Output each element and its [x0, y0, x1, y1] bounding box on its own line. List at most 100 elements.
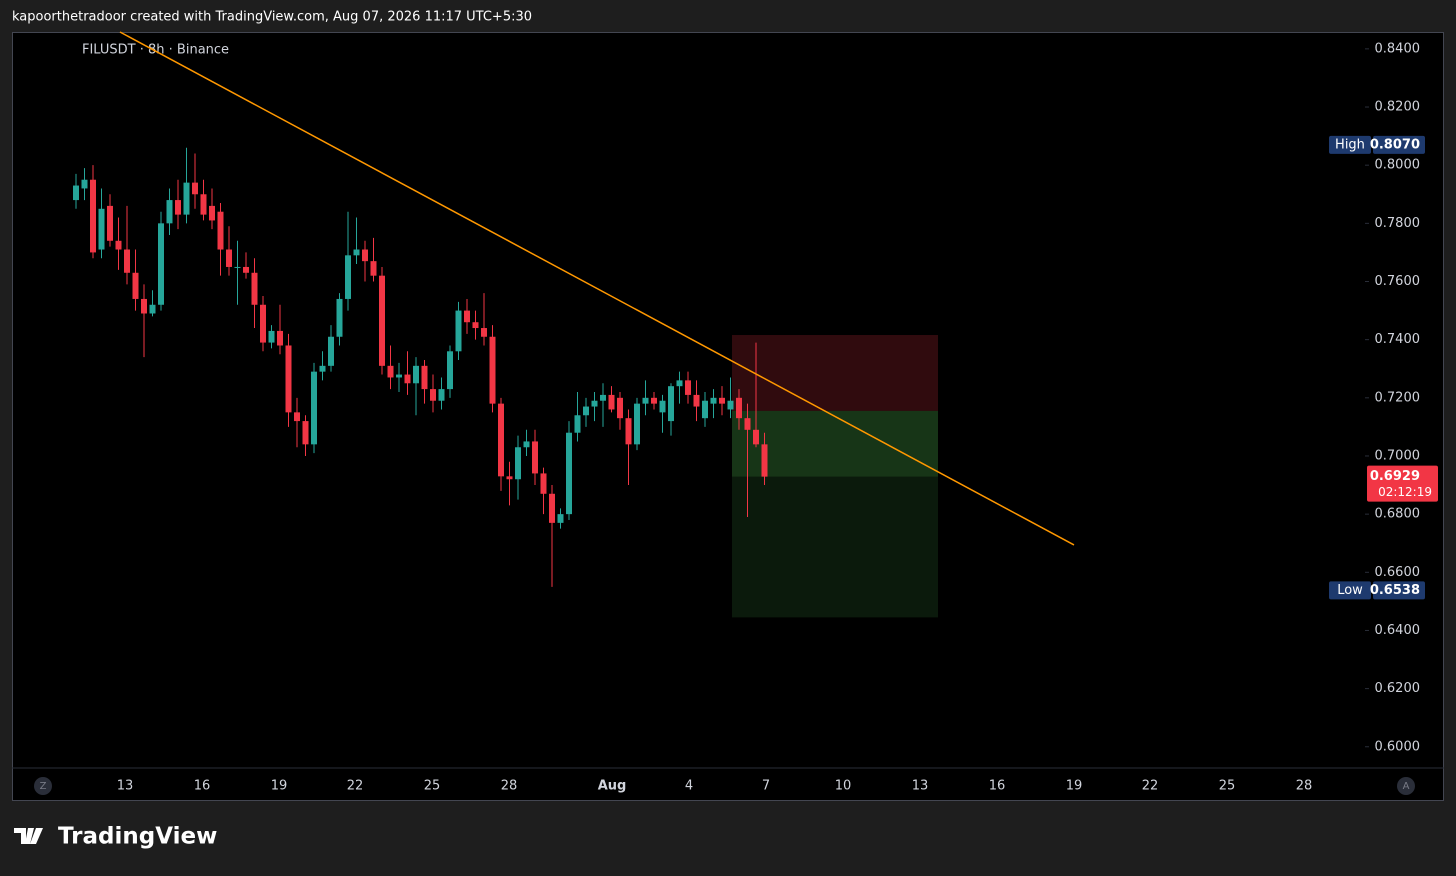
candle-body	[132, 272, 139, 299]
candle-body	[472, 322, 479, 329]
candle-body	[540, 473, 547, 494]
candle-body	[73, 185, 79, 201]
candle-body	[166, 200, 173, 224]
candle-body	[362, 249, 368, 262]
candle-body	[268, 330, 275, 343]
candle-body	[719, 397, 725, 404]
candle-body	[396, 374, 402, 378]
y-tick-label: 0.6000	[1375, 739, 1421, 754]
badge-label: High	[1335, 137, 1365, 152]
candle-body	[183, 182, 190, 215]
chart-frame	[12, 32, 1444, 801]
badge-value-bg	[1373, 135, 1425, 154]
y-tick-label: 0.6600	[1375, 565, 1421, 580]
x-tick-label: 28	[501, 779, 518, 794]
candle-body	[668, 386, 674, 422]
candle-body	[124, 249, 130, 273]
y-tick-label: 0.8000	[1375, 158, 1421, 173]
y-tick-label: 0.6200	[1375, 681, 1421, 696]
button[interactable]	[1397, 777, 1415, 795]
candle-body	[98, 208, 105, 250]
candle-body	[753, 429, 759, 445]
last-price-bg	[1367, 465, 1438, 502]
candle-body	[515, 447, 521, 480]
candle-body	[651, 397, 657, 404]
button-label[interactable]: A	[1403, 781, 1410, 792]
badge-value-bg	[1373, 581, 1425, 600]
x-tick-label: 28	[1296, 779, 1313, 794]
candle-body	[328, 336, 334, 366]
button[interactable]	[34, 777, 52, 795]
candle-body	[353, 249, 360, 256]
candle-body	[498, 403, 504, 477]
candle-body	[387, 365, 394, 378]
caption: kapoorthetradoor created with TradingVie…	[12, 10, 532, 25]
logo-icon	[14, 828, 43, 844]
candle-body	[421, 365, 428, 390]
candle-body	[591, 400, 598, 407]
last-price: 0.6929	[1370, 469, 1420, 484]
candle-body	[642, 397, 649, 404]
candle-body	[549, 493, 555, 523]
candle-body	[634, 403, 640, 445]
candle-body	[464, 310, 470, 323]
candle-body	[727, 400, 734, 410]
candle-body	[693, 394, 700, 407]
candle-body	[625, 418, 632, 445]
candle-body	[430, 389, 436, 401]
candle-body	[659, 400, 666, 413]
x-tick-label: 7	[762, 779, 770, 794]
x-tick-label: 13	[912, 779, 929, 794]
candle-body	[447, 351, 453, 390]
trendline	[119, 31, 1075, 546]
x-tick-label: 25	[1219, 779, 1236, 794]
x-tick-label: 19	[271, 779, 288, 794]
candle-body	[413, 365, 419, 384]
candle-body	[294, 412, 300, 422]
candle-body	[523, 441, 530, 448]
candle-body	[532, 441, 538, 474]
candle-body	[158, 223, 164, 305]
candle-body	[90, 179, 96, 253]
candle-body	[277, 330, 283, 346]
y-tick-label: 0.8400	[1375, 41, 1421, 56]
candle-body	[200, 194, 207, 215]
candle-body	[702, 400, 708, 419]
candle-body	[379, 275, 385, 366]
candle-body	[226, 249, 232, 267]
x-tick-label: 4	[685, 779, 693, 794]
symbol-title: FILUSDT · 8h · Binance	[82, 43, 229, 58]
x-tick-label: 16	[989, 779, 1006, 794]
x-tick-label: 22	[347, 779, 364, 794]
candle-body	[736, 397, 742, 419]
candle-body	[608, 394, 615, 410]
y-tick-label: 0.7600	[1375, 274, 1421, 289]
x-tick-label: 22	[1142, 779, 1159, 794]
candle-body	[107, 205, 113, 241]
button-label[interactable]: Z	[40, 781, 47, 792]
candle-body	[455, 310, 462, 352]
y-tick-label: 0.7400	[1375, 332, 1421, 347]
candle-body	[481, 328, 487, 337]
candle-body	[506, 476, 513, 480]
candle-body	[243, 266, 249, 273]
candle-body	[217, 211, 224, 250]
candle-body	[345, 255, 351, 299]
candle-body	[141, 298, 147, 314]
countdown: 02:12:19	[1378, 485, 1432, 499]
candle-body	[676, 380, 683, 387]
candle-body	[566, 432, 572, 515]
candle-body	[149, 304, 156, 314]
candle-body	[685, 380, 691, 395]
candle-body	[285, 345, 292, 413]
badge-label: Low	[1337, 583, 1363, 598]
candle-body	[81, 179, 88, 189]
candle-body	[710, 397, 717, 404]
badge-bg	[1329, 135, 1371, 154]
candle-body	[574, 415, 581, 433]
candle-body	[192, 182, 198, 195]
y-tick-label: 0.7800	[1375, 216, 1421, 231]
candle-body	[761, 444, 768, 477]
candle-body	[489, 336, 496, 404]
